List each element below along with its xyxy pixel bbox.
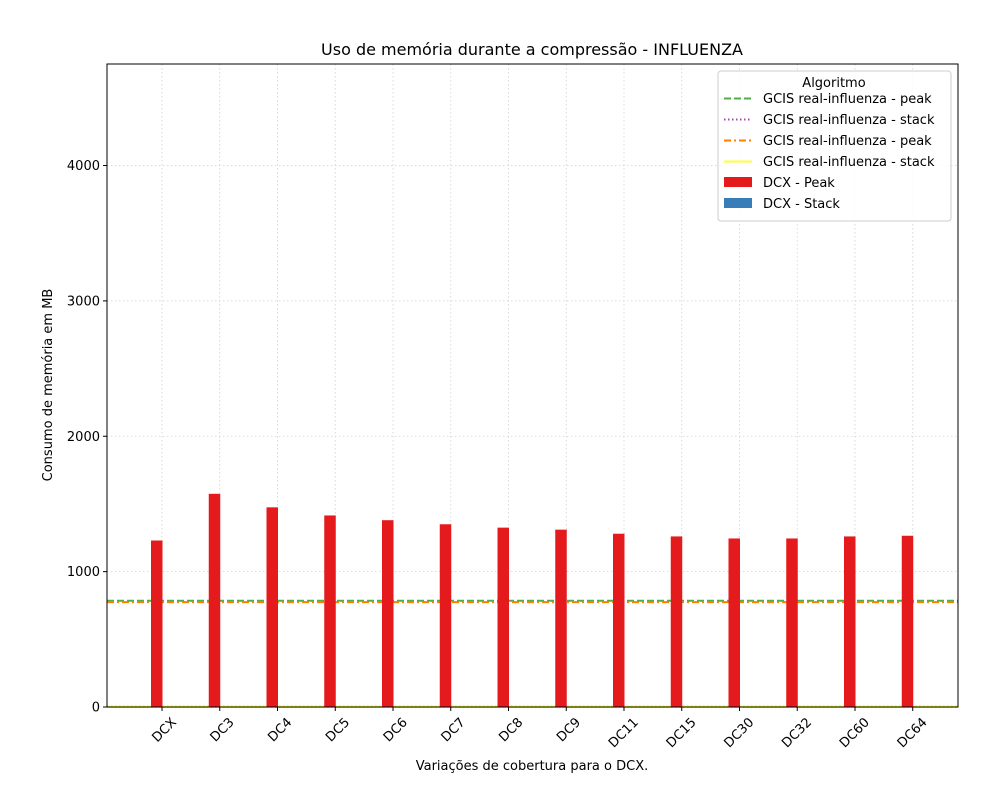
bar (439, 524, 452, 707)
y-tick-label: 1000 (67, 565, 100, 580)
legend-bar-swatch (724, 198, 752, 208)
y-tick-label: 2000 (67, 430, 100, 445)
legend-bar-swatch (724, 177, 752, 187)
bar (208, 493, 221, 707)
x-axis: DCX DC3 DC4 DC5 DC6 DC7 DC8 DC9 DC11 DC15 DC30 DC32… (149, 707, 931, 751)
bar (844, 536, 856, 707)
x-tick-label: DC60 (837, 715, 873, 751)
bar (670, 536, 683, 707)
legend-label: GCIS real-influenza - peak (763, 134, 932, 149)
chart-title: Uso de memória durante a compressão - IN… (321, 40, 743, 59)
x-tick-label: DC7 (439, 715, 469, 745)
legend-label: GCIS real-influenza - peak (763, 92, 932, 107)
legend-label: GCIS real-influenza - stack (763, 155, 935, 170)
bars (151, 493, 914, 707)
x-tick-label: DC5 (323, 715, 353, 745)
x-tick-label: DC3 (208, 715, 238, 745)
bar (901, 535, 914, 707)
x-tick-label: DC32 (779, 715, 815, 751)
bar (728, 538, 740, 707)
plot-area-frame (106, 63, 959, 708)
y-axis-title: Consumo de memória em MB (41, 289, 56, 482)
x-tick-label: DC6 (381, 715, 411, 745)
bar (382, 520, 394, 707)
legend-label: DCX - Stack (763, 197, 840, 212)
x-tick-label: DC9 (554, 715, 584, 745)
x-tick-label: DC15 (664, 715, 700, 751)
bar (555, 529, 567, 707)
x-tick-label: DC11 (606, 715, 642, 751)
y-axis: 0 1000 2000 3000 4000 (67, 159, 107, 716)
legend-label: DCX - Peak (763, 176, 835, 191)
x-tick-label: DC4 (265, 715, 295, 745)
bar (613, 533, 625, 707)
legend-box (717, 70, 952, 222)
x-tick-label: DCX (149, 715, 179, 745)
bar (151, 540, 163, 707)
legend-title: Algoritmo (802, 76, 865, 91)
bar (497, 527, 509, 707)
y-tick-label: 0 (92, 701, 100, 716)
y-tick-label: 3000 (67, 294, 100, 309)
y-tick-label: 4000 (67, 159, 100, 174)
legend: Algoritmo GCIS real-influenza - peak GCIS… (717, 70, 952, 222)
bar (324, 515, 336, 707)
x-axis-title: Variações de cobertura para o DCX. (416, 759, 649, 774)
bar (786, 538, 798, 707)
reference-lines (107, 599, 958, 708)
legend-label: GCIS real-influenza - stack (763, 113, 935, 128)
x-tick-label: DC30 (722, 715, 758, 751)
x-tick-label: DC64 (895, 715, 931, 751)
bar (266, 507, 278, 707)
x-tick-label: DC8 (496, 715, 526, 745)
